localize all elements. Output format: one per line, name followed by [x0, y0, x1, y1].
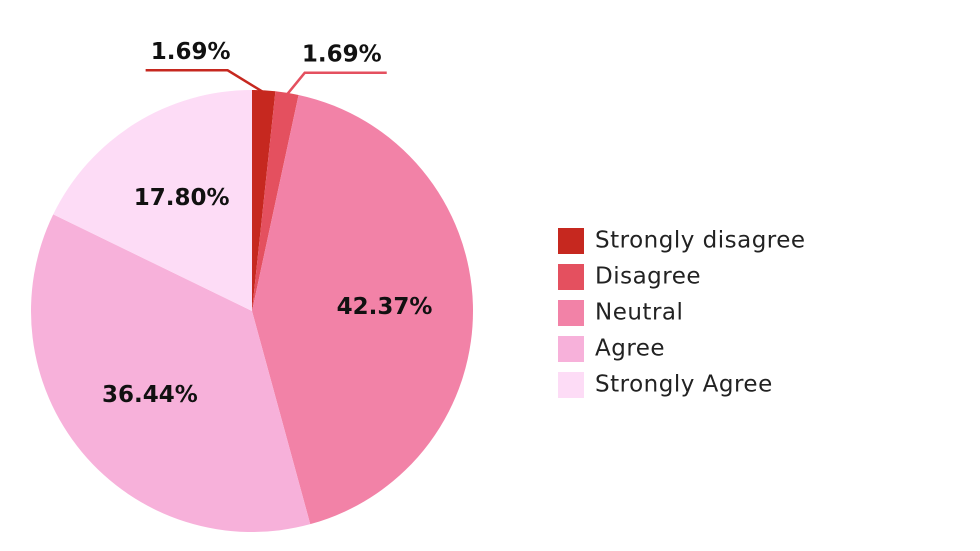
legend-swatch	[558, 372, 584, 398]
value-label: 36.44%	[102, 382, 198, 408]
value-label: 1.69%	[151, 39, 231, 65]
value-label: 17.80%	[134, 185, 230, 211]
legend-label: Disagree	[595, 264, 701, 290]
legend-swatch	[558, 264, 584, 290]
legend-swatch	[558, 336, 584, 362]
leader-line	[285, 71, 387, 96]
legend-label: Strongly disagree	[595, 228, 806, 254]
pie-slice	[252, 94, 474, 525]
value-label: 1.69%	[302, 41, 382, 67]
pie-slice	[252, 90, 276, 311]
legend-label: Agree	[595, 336, 665, 362]
legend-swatch	[558, 228, 584, 254]
leader-line	[145, 69, 265, 94]
pie-slice	[252, 91, 299, 311]
pie-slice	[31, 214, 311, 533]
value-label: 42.37%	[337, 294, 433, 320]
legend-label: Neutral	[595, 300, 683, 326]
legend-label: Strongly Agree	[595, 372, 773, 398]
legend-swatch	[558, 300, 584, 326]
pie-slice	[53, 90, 252, 311]
